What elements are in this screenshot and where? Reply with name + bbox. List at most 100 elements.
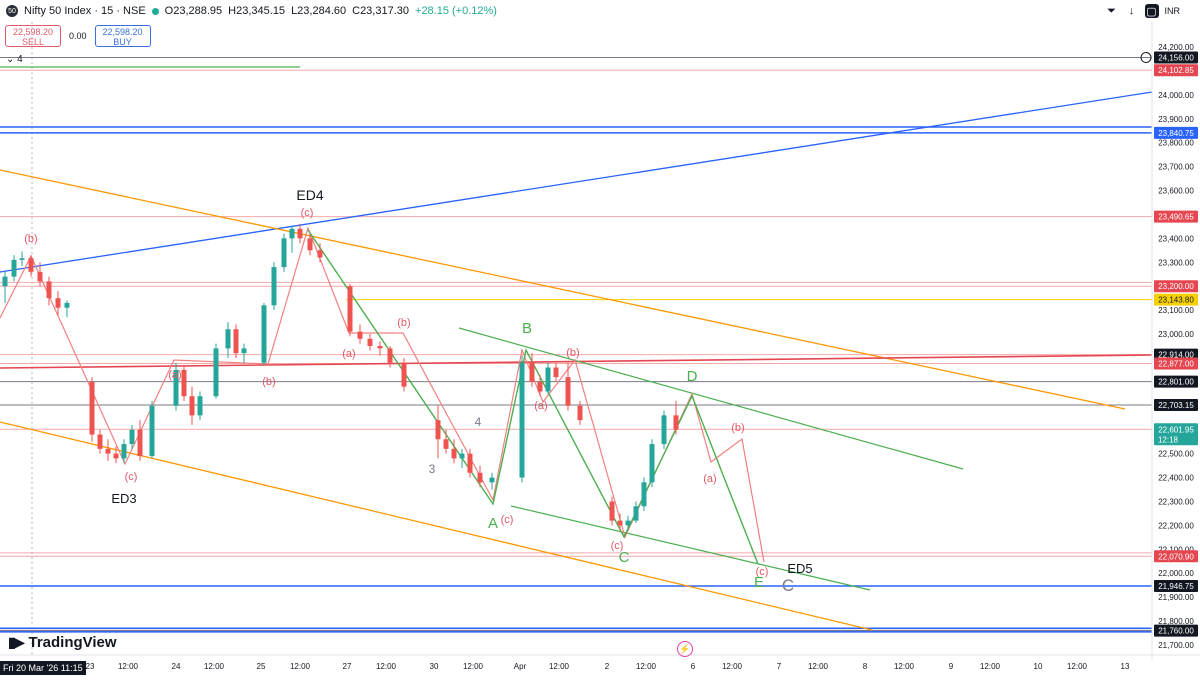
trade-panel: 22,598.20 SELL 0.00 22,598.20 BUY <box>5 25 151 47</box>
wave-label: E <box>754 574 764 591</box>
candle-body <box>387 348 393 363</box>
price-tag-label: 23,200.00 <box>1158 282 1194 291</box>
price-tag-label: 23,490.65 <box>1158 213 1194 222</box>
green-channel-lower <box>510 505 871 591</box>
price-tag-label: 21,760.00 <box>1158 627 1194 636</box>
spread-value: 0.00 <box>69 31 87 41</box>
candle-body <box>443 439 449 449</box>
price-tick: 23,000.00 <box>1158 330 1194 339</box>
time-tick: 13 <box>1121 662 1130 671</box>
candle-body <box>271 267 277 306</box>
ohlc-open: O23,288.95 <box>164 5 223 17</box>
price-tag-label: 23,143.80 <box>1158 296 1194 305</box>
time-tick: 12:00 <box>894 662 915 671</box>
candle-body <box>553 367 559 378</box>
price-tag <box>1154 375 1198 388</box>
time-tick: 12:00 <box>463 662 484 671</box>
candle-body <box>625 520 631 526</box>
price-tick: 22,200.00 <box>1158 521 1194 530</box>
indicator-collapse[interactable]: ⌄ 4 <box>6 54 23 65</box>
price-tag <box>1154 399 1198 412</box>
wave-label: (a) <box>342 348 355 360</box>
tradingview-mark-icon: ▮▶ <box>8 634 25 650</box>
price-tag <box>1154 293 1198 306</box>
crosshair-date-badge: Fri 20 Mar '26 11:15 <box>0 661 86 675</box>
candle-body <box>609 501 615 521</box>
sell-label: SELL <box>21 37 45 47</box>
flash-icon[interactable]: ⚡ <box>677 641 693 657</box>
tradingview-logo[interactable]: ▮▶ TradingView <box>8 634 117 651</box>
wave-label: ED4 <box>296 187 323 203</box>
candle-body <box>641 482 647 507</box>
wave-label: (c) <box>125 471 138 483</box>
chevron-down-icon: ⌄ <box>6 54 15 65</box>
ohlc-high: H23,345.15 <box>228 5 286 17</box>
time-tick: Apr <box>514 662 527 671</box>
candle-body <box>617 520 623 526</box>
wave-label: (c) <box>756 566 769 578</box>
candle-body <box>577 405 583 421</box>
wave-label: C <box>782 576 794 595</box>
price-tag-label: 21,946.75 <box>1158 582 1194 591</box>
sell-price: 22,598.20 <box>12 27 54 37</box>
symbol-title[interactable]: Nifty 50 Index · 15 · NSE <box>24 5 146 17</box>
price-tag <box>1154 280 1198 293</box>
price-tick: 23,800.00 <box>1158 139 1194 148</box>
buy-button[interactable]: 22,598.20 BUY <box>94 25 151 47</box>
wave-label: (a) <box>703 473 716 485</box>
ohlc-low: L23,284.60 <box>291 5 347 17</box>
alert-icon[interactable]: ⏷ <box>1107 4 1116 17</box>
candle-body <box>137 429 143 457</box>
market-open-icon <box>151 7 159 15</box>
orange-upper-channel <box>0 169 1126 410</box>
price-tick: 23,400.00 <box>1158 234 1194 243</box>
price-tick: 23,600.00 <box>1158 187 1194 196</box>
sell-button[interactable]: 22,598.20 SELL <box>5 25 61 47</box>
candle-body <box>297 228 303 239</box>
add-circle-icon <box>1140 52 1152 64</box>
price-tag <box>1154 64 1198 77</box>
time-tick: 23 <box>86 662 95 671</box>
price-tag <box>1154 423 1198 446</box>
candle-body <box>289 228 295 239</box>
candle-body <box>46 281 52 299</box>
orange-lower-channel <box>0 421 873 631</box>
time-tick: 8 <box>863 662 868 671</box>
candle-body <box>2 276 8 287</box>
symbol-header: 50 Nifty 50 Index · 15 · NSE O23,288.95 … <box>0 0 497 22</box>
candle-body <box>113 453 119 459</box>
candle-body <box>129 429 135 445</box>
candle-body <box>565 377 571 406</box>
candle-body <box>64 302 70 308</box>
candle-body <box>661 415 667 445</box>
download-icon[interactable]: ↓ <box>1128 5 1135 17</box>
wave-label: (b) <box>397 317 410 329</box>
time-tick: 9 <box>949 662 954 671</box>
currency-label[interactable]: INR <box>1164 6 1181 16</box>
candle-body <box>173 369 179 406</box>
price-tick: 23,900.00 <box>1158 115 1194 124</box>
wave-label: (b) <box>731 422 744 434</box>
time-tick: 10 <box>1034 662 1043 671</box>
wave-label: D <box>687 368 698 385</box>
candle-body <box>459 453 465 459</box>
symbol-badge: 50 <box>6 5 18 17</box>
price-tag-label: 24,102.85 <box>1158 66 1194 75</box>
candle-body <box>489 477 495 483</box>
price-tick: 21,900.00 <box>1158 593 1194 602</box>
price-tick: 24,200.00 <box>1158 43 1194 52</box>
time-tick: 12:00 <box>980 662 1001 671</box>
wave-label: 3 <box>429 462 436 476</box>
candle-body <box>233 329 239 354</box>
candle-body <box>307 238 313 251</box>
candle-body <box>357 331 363 339</box>
time-tick: 25 <box>257 662 266 671</box>
layout-icon[interactable]: ▢ <box>1144 4 1159 18</box>
brand-name: TradingView <box>28 634 117 651</box>
candle-body <box>673 415 679 430</box>
buy-label: BUY <box>113 37 132 47</box>
wave-label: (c) <box>501 514 514 526</box>
candle-body <box>519 362 525 478</box>
candle-body <box>545 367 551 392</box>
